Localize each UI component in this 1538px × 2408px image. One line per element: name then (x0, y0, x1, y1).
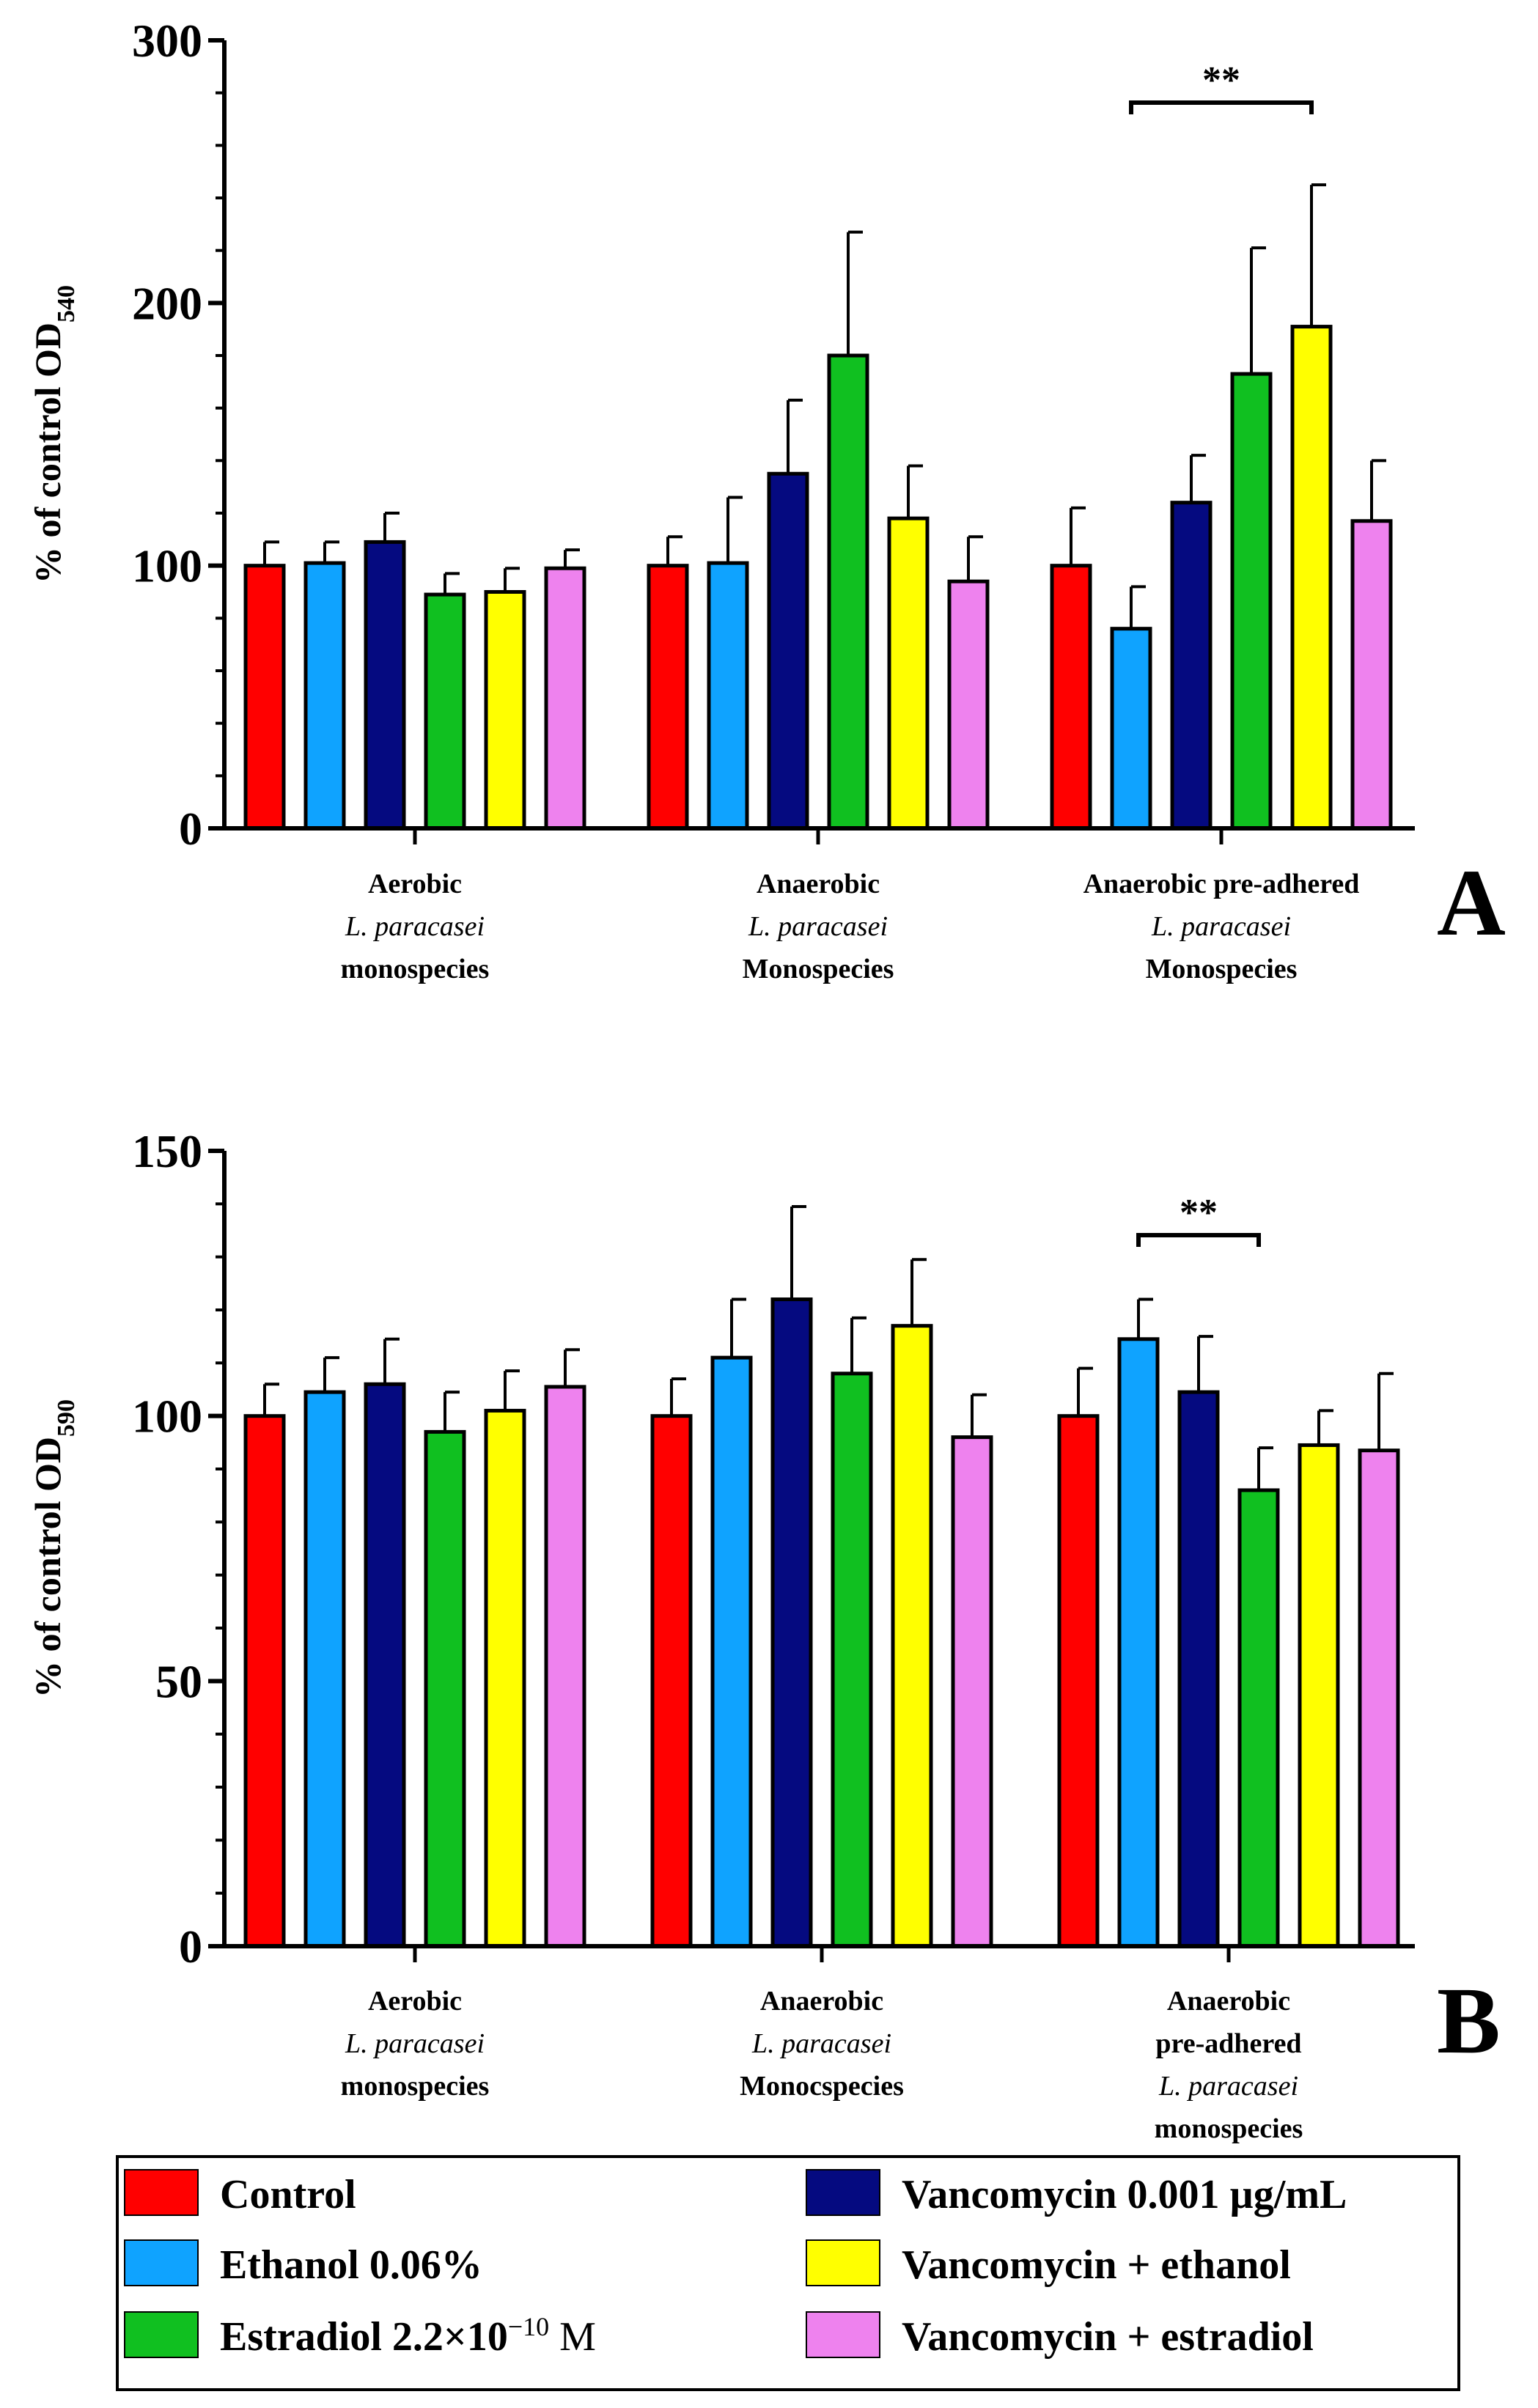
bar (303, 1390, 346, 1948)
y-axis-label: % of control OD540 (27, 285, 80, 583)
bar (767, 471, 809, 831)
bar (544, 1385, 586, 1948)
bar (1177, 1390, 1220, 1948)
bar (1230, 372, 1273, 831)
bar (647, 564, 689, 831)
bar (243, 564, 286, 831)
legend-label: Estradiol 2.2×10−10 M (220, 2312, 596, 2360)
bar (1358, 1448, 1400, 1948)
bar (887, 516, 930, 831)
category-label: Anaerobic (757, 869, 880, 899)
bar (364, 1382, 406, 1948)
legend: Control Ethanol 0.06% Estradiol 2.2×10−10 … (116, 2155, 1460, 2391)
y-tick-label: 300 (132, 15, 202, 67)
bar (364, 540, 406, 831)
legend-swatch (124, 2169, 199, 2216)
bar (303, 561, 346, 831)
bar (650, 1414, 693, 1948)
y-tick-label: 0 (179, 1921, 202, 1973)
category-label: Anaerobic (1167, 1986, 1290, 2017)
category-label: L. paracasei (748, 911, 888, 942)
category-label: pre-adhered (1155, 2028, 1301, 2059)
bar (1298, 1443, 1340, 1948)
category-label: monospecies (341, 2071, 490, 2102)
category-label: monospecies (1155, 2113, 1303, 2144)
legend-swatch (124, 2311, 199, 2358)
legend-swatch (806, 2311, 880, 2358)
category-label: Monospecies (1146, 954, 1298, 984)
bar (484, 1408, 526, 1948)
legend-label: Vancomycin 0.001 µg/mL (902, 2172, 1347, 2217)
bar (951, 1435, 993, 1948)
bar (891, 1324, 933, 1948)
bar (1350, 519, 1393, 831)
legend-swatch (124, 2239, 199, 2286)
bar (707, 561, 749, 831)
legend-label: Vancomycin + ethanol (902, 2242, 1291, 2288)
category-label: Aerobic (368, 1986, 462, 2017)
y-tick-label: 200 (132, 277, 202, 329)
category-label: Aerobic (368, 869, 462, 899)
category-label: L. paracasei (345, 911, 485, 942)
bar (831, 1371, 873, 1948)
category-label: Anaerobic pre-adhered (1083, 869, 1360, 899)
bar (947, 579, 990, 831)
bar (710, 1355, 753, 1948)
bar (1237, 1488, 1280, 1948)
significance-label: ** (1202, 59, 1240, 101)
legend-label: Ethanol 0.06% (220, 2242, 482, 2288)
category-label: Monospecies (743, 954, 894, 984)
panel-label: A (1437, 850, 1506, 956)
bar (1290, 325, 1333, 831)
category-label: Anaerobic (760, 1986, 883, 2017)
significance-label: ** (1180, 1192, 1218, 1234)
y-tick-label: 150 (132, 1125, 202, 1177)
y-tick-label: 100 (132, 540, 202, 592)
panel-label: B (1437, 1968, 1501, 2074)
bar (243, 1414, 286, 1948)
legend-label: Control (220, 2172, 356, 2217)
bar (1057, 1414, 1100, 1948)
bar (1170, 501, 1213, 831)
bar (1117, 1337, 1160, 1948)
category-label: L. paracasei (1158, 2071, 1298, 2102)
bar (827, 353, 869, 831)
category-label: L. paracasei (751, 2028, 891, 2059)
bar (424, 592, 466, 831)
legend-swatch (806, 2239, 880, 2286)
bar (1110, 627, 1152, 831)
bar (770, 1297, 813, 1948)
category-label: monospecies (341, 954, 490, 984)
legend-swatch (806, 2169, 880, 2216)
category-label: Monocspecies (740, 2071, 904, 2102)
y-axis-label: % of control OD590 (27, 1399, 80, 1698)
y-tick-label: 0 (179, 803, 202, 855)
bar (484, 590, 526, 831)
bar (544, 566, 586, 831)
chart-panel-B: 0 50 100 150 Aerobic L. paracasei monospecies A… (27, 1125, 1501, 2144)
y-tick-label: 100 (132, 1391, 202, 1443)
legend-box (116, 2155, 1460, 2391)
category-label: L. paracasei (345, 2028, 485, 2059)
chart-panel-A: 0 100 200 300 Aerobic L. paracasei monospecies… (27, 15, 1506, 984)
y-tick-label: 50 (155, 1655, 202, 1707)
bar (424, 1429, 466, 1948)
legend-label: Vancomycin + estradiol (902, 2314, 1314, 2360)
bar (1050, 564, 1092, 831)
category-label: L. paracasei (1151, 911, 1291, 942)
